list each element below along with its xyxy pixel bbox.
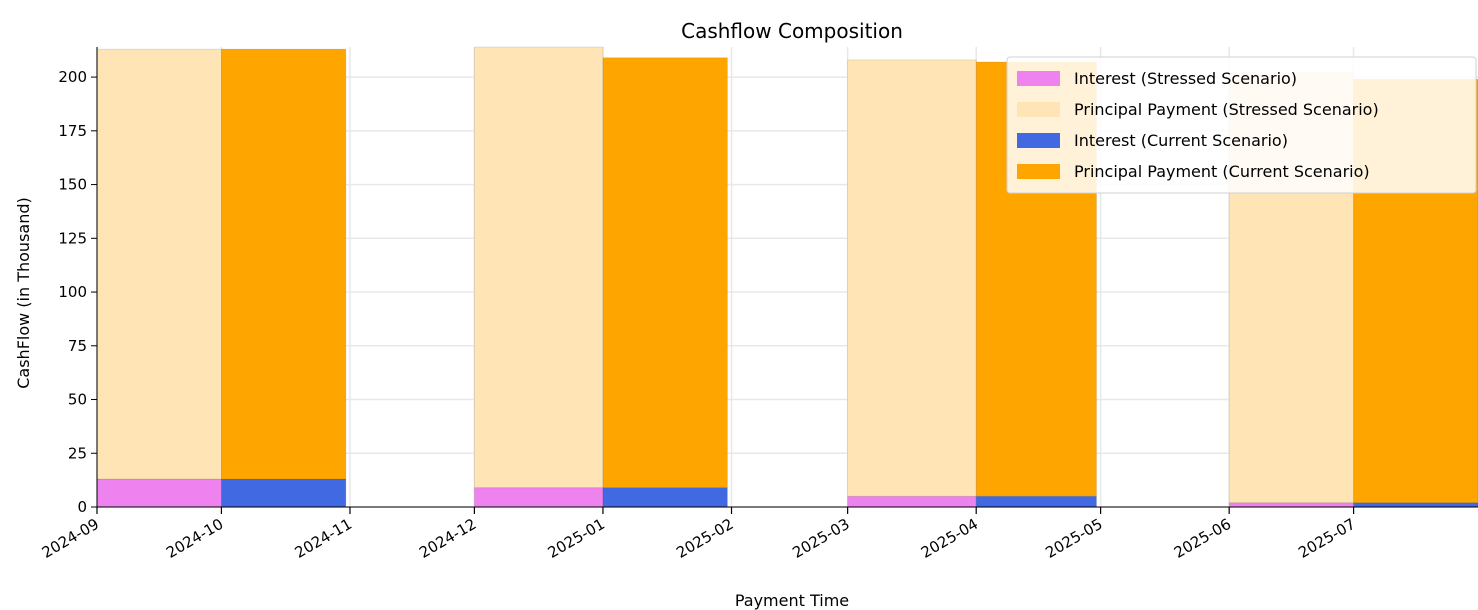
x-tick-label: 2025-06 xyxy=(1171,515,1234,562)
y-axis-label: CashFlow (in Thousand) xyxy=(14,197,33,389)
y-tick-label: 50 xyxy=(68,391,87,409)
bar-current-interest xyxy=(221,478,347,508)
x-axis-label: Payment Time xyxy=(735,591,849,610)
y-tick-label: 0 xyxy=(77,498,87,516)
bar-stressed-interest xyxy=(96,478,222,508)
legend-box xyxy=(1006,56,1477,194)
bar-stressed-interest xyxy=(847,495,977,508)
bar-current-principal xyxy=(602,57,728,489)
x-tick-label: 2024-11 xyxy=(292,515,355,562)
y-tick-label: 25 xyxy=(68,444,87,462)
y-ticks: 0 25 50 75 100 125 150 175 200 xyxy=(58,68,97,516)
legend-label: Interest (Current Scenario) xyxy=(1074,131,1288,150)
y-tick-label: 125 xyxy=(58,229,87,247)
y-tick-label: 150 xyxy=(58,176,87,194)
x-tick-label: 2024-12 xyxy=(416,515,479,562)
legend-swatch xyxy=(1017,71,1060,86)
bar-stressed-principal xyxy=(96,48,222,480)
chart-title: Cashflow Composition xyxy=(681,19,903,43)
x-tick-label: 2025-04 xyxy=(918,515,981,562)
x-tick-label: 2024-09 xyxy=(39,515,102,562)
bar-current-interest xyxy=(1353,502,1478,508)
legend-label: Interest (Stressed Scenario) xyxy=(1074,69,1297,88)
axes xyxy=(96,47,1478,508)
x-tick-label: 2025-03 xyxy=(789,515,852,562)
legend-swatch xyxy=(1017,133,1060,148)
bar-stressed-interest xyxy=(1228,502,1354,508)
x-tick-label: 2024-10 xyxy=(163,515,226,562)
bar-current-principal xyxy=(221,48,347,480)
bar-stressed-principal xyxy=(473,46,604,489)
y-tick-label: 75 xyxy=(68,337,87,355)
y-tick-label: 200 xyxy=(58,68,87,86)
legend-label: Principal Payment (Current Scenario) xyxy=(1074,162,1370,181)
bar-current-interest xyxy=(602,487,728,508)
y-tick-label: 100 xyxy=(58,283,87,301)
bar-stressed-interest xyxy=(473,487,604,508)
x-tick-label: 2025-01 xyxy=(545,515,608,562)
legend-swatch xyxy=(1017,102,1060,117)
bar-current-interest xyxy=(975,495,1097,508)
x-tick-label: 2025-07 xyxy=(1295,515,1358,562)
x-tick-label: 2025-05 xyxy=(1042,515,1105,562)
x-ticks: 2024-09 2024-10 2024-11 2024-12 2025-01 2025-… xyxy=(39,507,1359,562)
legend-label: Principal Payment (Stressed Scenario) xyxy=(1074,100,1379,119)
y-tick-label: 175 xyxy=(58,122,87,140)
x-tick-label: 2025-02 xyxy=(673,515,736,562)
bar-stressed-principal xyxy=(847,59,977,497)
legend: Interest (Stressed Scenario) Principal Pa… xyxy=(1006,56,1477,194)
legend-swatch xyxy=(1017,164,1060,179)
